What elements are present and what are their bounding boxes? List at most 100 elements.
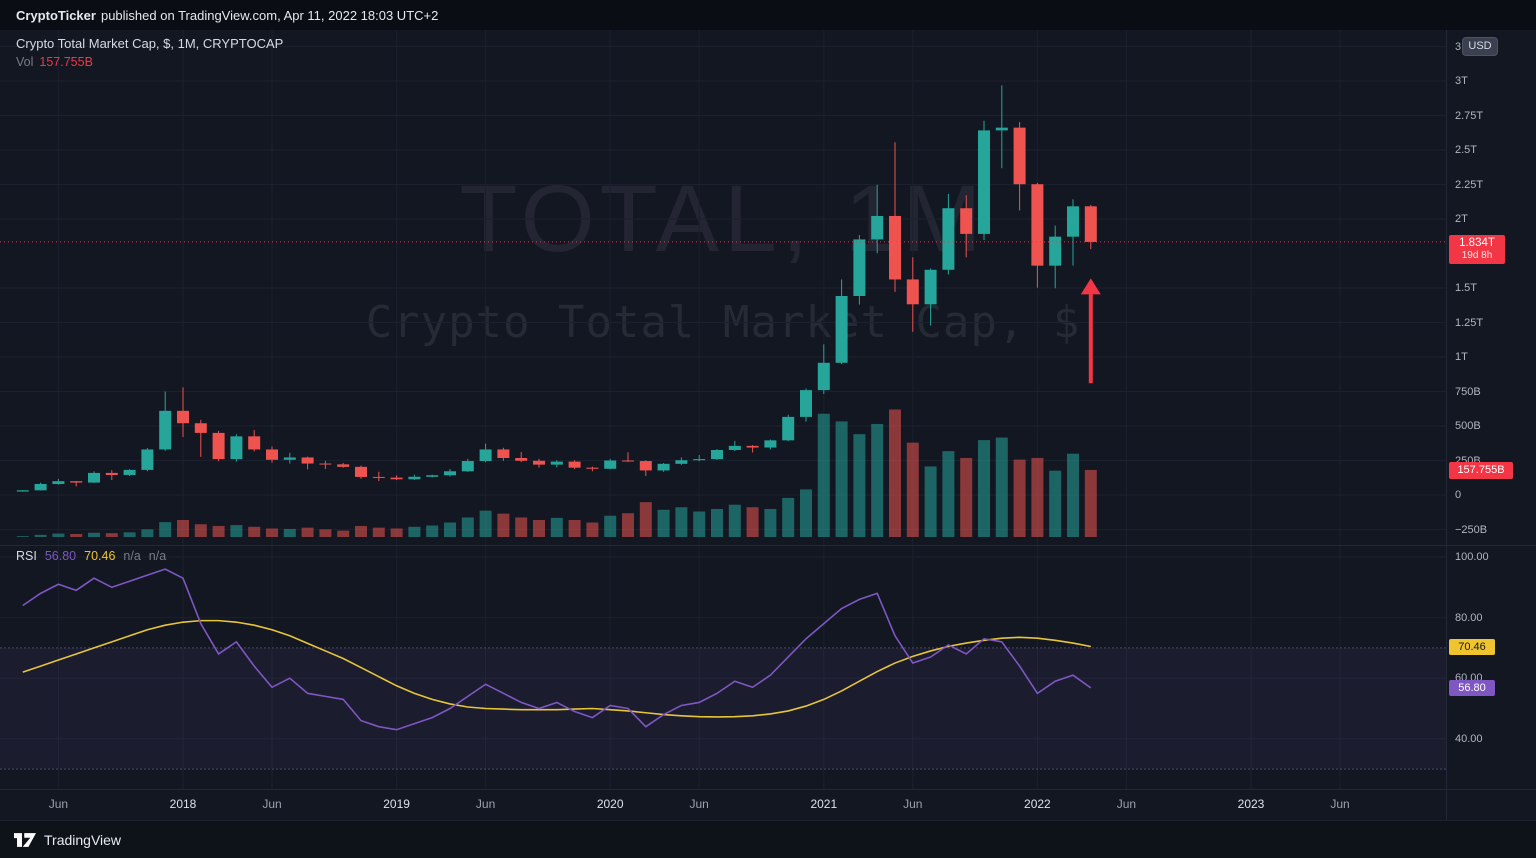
candle-body [283, 457, 296, 460]
volume-bar [70, 534, 83, 537]
candle-body [639, 461, 652, 471]
rsi-value-badge: 56.80 [1449, 680, 1495, 696]
volume-bar [372, 527, 385, 537]
volume-bar [978, 440, 990, 537]
candle-body [871, 215, 884, 240]
candle-body [194, 423, 207, 433]
candle-body [657, 463, 670, 471]
candle-body [586, 467, 599, 469]
tradingview-logo-icon[interactable] [14, 832, 36, 847]
pane-separator[interactable] [0, 545, 1536, 546]
candle-body [782, 416, 795, 441]
time-axis-label: 2018 [169, 797, 197, 811]
candle-body [675, 460, 688, 464]
time-axis-label: Jun [262, 797, 282, 811]
volume-bar [34, 534, 47, 537]
price-axis-label: 2.5T [1455, 144, 1478, 156]
candle-body [390, 477, 403, 480]
current-price-value: 1.834T [1459, 237, 1495, 249]
candle-body [942, 208, 955, 270]
candle-body [817, 362, 830, 391]
volume-bar [800, 489, 812, 537]
candle-body [728, 445, 741, 451]
time-axis-label: Jun [1116, 797, 1137, 811]
candle-body [924, 269, 937, 305]
time-axis-label: 2022 [1024, 797, 1051, 811]
rsi-ma-value: 70.46 [84, 549, 116, 563]
volume-bar [283, 528, 296, 537]
candle-body [444, 471, 456, 476]
candle-body [319, 463, 332, 465]
volume-bar [355, 525, 367, 537]
tradingview-brand[interactable]: TradingView [44, 831, 122, 848]
rsi-label[interactable]: RSI [16, 549, 37, 563]
author-name: CryptoTicker [16, 7, 96, 23]
rsi-na-2: n/a [148, 549, 167, 563]
volume-bar [337, 530, 350, 537]
rsi-line [22, 568, 1092, 731]
volume-bar [657, 509, 670, 537]
volume-bar [960, 457, 973, 537]
candle-body [105, 472, 118, 475]
volume-bar [639, 502, 652, 537]
candle-body [533, 460, 545, 465]
rsi-axis[interactable] [1447, 546, 1536, 790]
candle-body [550, 461, 563, 465]
arrow-up-head [1080, 278, 1101, 295]
rsi-value: 56.80 [44, 549, 77, 563]
candle-body [604, 460, 617, 469]
time-axis-label: 2023 [1237, 797, 1265, 811]
candle-body [835, 296, 848, 363]
volume-value: 157.755B [39, 55, 93, 69]
current-price-badge: 1.834T 19d 8h [1449, 235, 1505, 264]
volume-bar [889, 409, 901, 537]
volume-bar [1031, 457, 1044, 537]
symbol-title[interactable]: Crypto Total Market Cap, $, 1M, CRYPTOCA… [16, 36, 284, 51]
volume-bar [52, 533, 65, 537]
attribution-bar: CryptoTicker published on TradingView.co… [0, 0, 1536, 30]
volume-bar [675, 507, 688, 537]
candle-body [266, 449, 278, 460]
volume-bar [301, 527, 314, 537]
volume-bar [942, 451, 955, 537]
price-axis-label: −250B [1455, 523, 1488, 536]
volume-bar [141, 529, 154, 537]
candle-body [159, 410, 172, 450]
volume-bar [782, 497, 795, 537]
candle-body [978, 130, 990, 234]
candle-body [1067, 206, 1079, 237]
candle-body [853, 239, 866, 297]
time-axis-label: 2021 [810, 797, 838, 811]
volume-bar [568, 520, 581, 537]
candle-body [479, 449, 492, 462]
rsi-na-1: n/a [123, 549, 141, 563]
volume-bar [497, 513, 510, 537]
candle-body [515, 458, 528, 461]
volume-legend: Vol 157.755B [16, 55, 283, 69]
candle-body [212, 432, 225, 460]
candle-body [568, 461, 581, 468]
volume-bar [426, 525, 439, 537]
rsi-axis-label: 40.00 [1455, 732, 1483, 745]
price-axis-border [1446, 30, 1447, 820]
volume-bar [212, 525, 225, 537]
currency-toggle-button[interactable]: USD [1462, 37, 1498, 56]
candle-body [301, 457, 314, 464]
time-axis-label: Jun [903, 797, 923, 811]
volume-bar [461, 517, 474, 537]
current-volume-badge: 157.755B [1449, 462, 1513, 479]
volume-bar [906, 442, 919, 537]
price-axis-label: 1T [1455, 351, 1468, 363]
rsi-indicator-pane[interactable] [0, 546, 1446, 790]
volume-bar [159, 522, 172, 537]
time-axis-label: Jun [1330, 797, 1350, 811]
time-axis-label: 2020 [596, 797, 624, 811]
price-chart-pane[interactable] [0, 30, 1446, 545]
candle-body [52, 481, 65, 484]
price-axis-label: 2.25T [1455, 178, 1484, 191]
price-axis-label: 750B [1455, 385, 1481, 398]
candle-body [622, 460, 634, 462]
candle-body [177, 410, 189, 424]
volume-bar [871, 423, 884, 537]
